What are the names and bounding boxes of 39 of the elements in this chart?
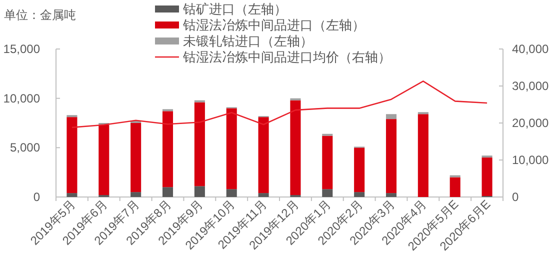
bar [194, 186, 205, 197]
bar [290, 100, 301, 196]
y-tick-label: 5,000 [10, 140, 40, 155]
bar [354, 192, 365, 197]
bar [482, 158, 492, 196]
bar [66, 193, 78, 197]
bar [322, 136, 333, 190]
legend-label: 钴矿进口（左轴） [182, 2, 287, 16]
legend-label: 未锻轧钴进口（左轴） [183, 34, 313, 48]
y2-tick-label: 20,000 [512, 116, 550, 130]
legend-label: 钴湿法冶炼中间品进口（左轴） [182, 18, 365, 32]
bar [258, 117, 269, 194]
bar [194, 102, 205, 186]
y2-tick-label: 40,000 [512, 42, 550, 56]
line-series [71, 80, 488, 128]
y-tick-label: 0 [33, 190, 40, 204]
bar [258, 193, 269, 197]
bar [130, 192, 142, 197]
bar [354, 148, 365, 192]
bar [450, 177, 460, 197]
bar [66, 117, 78, 194]
legend-label: 钴湿法冶炼中间品进口均价（右轴） [182, 50, 391, 64]
y2-tick-label: 10,000 [512, 153, 550, 167]
bar [386, 119, 397, 194]
bar [386, 114, 397, 120]
y-tick-label: 10,000 [3, 91, 40, 106]
bar [322, 189, 333, 197]
bar [98, 124, 110, 196]
y-axis-title: 单位：金属吨 [4, 8, 76, 22]
y-tick-label: 15,000 [3, 42, 40, 56]
bar [162, 111, 174, 188]
bar [162, 187, 174, 197]
bar [418, 114, 428, 197]
bar [386, 193, 397, 197]
bar [130, 123, 142, 192]
bar [226, 189, 237, 197]
y2-tick-label: 0 [512, 190, 519, 204]
y2-tick-label: 30,000 [512, 79, 550, 93]
bar [226, 108, 237, 190]
